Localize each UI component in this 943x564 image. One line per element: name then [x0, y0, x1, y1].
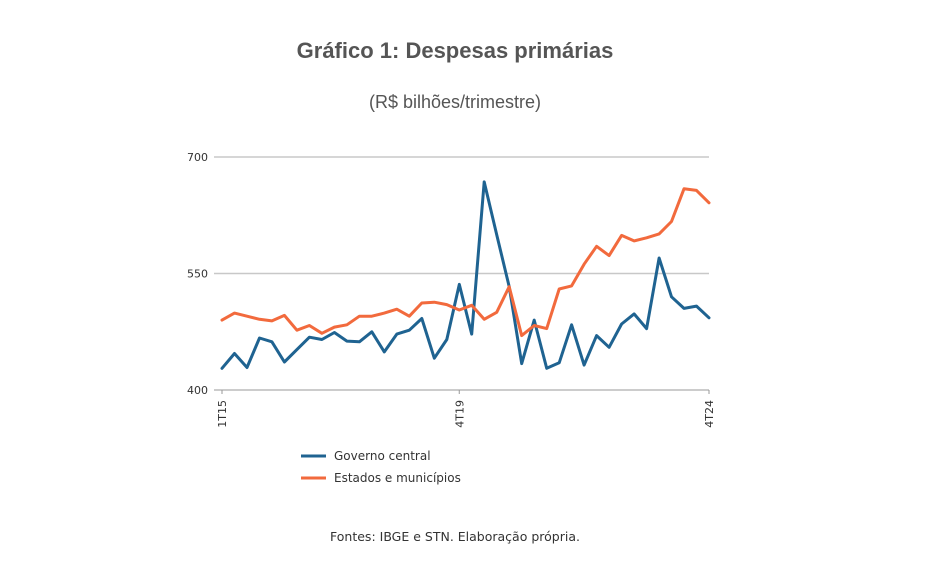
y-tick-label: 700: [187, 151, 208, 164]
x-tick-label: 4T24: [703, 400, 716, 428]
y-tick-label: 550: [187, 268, 208, 281]
source-note: Fontes: IBGE e STN. Elaboração própria.: [330, 529, 580, 544]
chart-title: Gráfico 1: Despesas primárias: [296, 38, 614, 63]
legend-label: Estados e municípios: [334, 471, 461, 485]
series-line-governo-central: [220, 180, 711, 370]
x-tick-label: 4T19: [453, 400, 466, 428]
chart-subtitle: (R$ bilhões/trimestre): [368, 92, 542, 112]
series-line-estados-municipios: [220, 187, 711, 338]
x-tick-label: 1T15: [216, 400, 229, 428]
y-tick-label: 400: [187, 384, 208, 397]
legend-label: Governo central: [334, 449, 431, 463]
